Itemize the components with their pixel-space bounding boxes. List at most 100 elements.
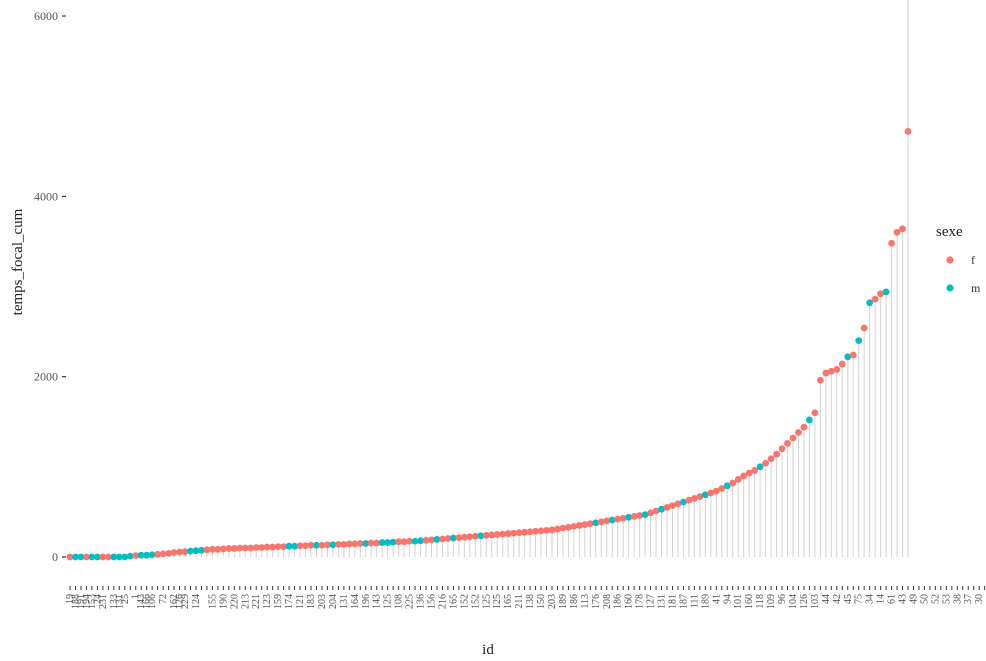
data-point [860, 324, 868, 332]
data-point [395, 538, 403, 546]
data-point [389, 538, 397, 546]
data-point [340, 540, 348, 548]
data-point [658, 505, 665, 513]
data-point [126, 552, 134, 560]
data-point [455, 534, 463, 542]
data-point [526, 528, 534, 536]
data-point [165, 549, 172, 557]
data-point [647, 509, 654, 517]
data-point [740, 472, 748, 480]
data-point [449, 534, 457, 542]
data-point [729, 479, 737, 487]
data-point [904, 128, 912, 135]
data-point [608, 516, 616, 524]
data-point [838, 360, 846, 368]
data-point [274, 543, 282, 551]
data-point [318, 541, 326, 549]
data-point [827, 367, 835, 375]
data-point [198, 546, 205, 554]
x-tick-label: 133 [109, 594, 120, 609]
legend-label-f: f [971, 253, 975, 267]
data-point [751, 467, 759, 474]
data-point [373, 539, 381, 547]
x-tick-label: 225 [405, 594, 416, 609]
x-tick-label: 187 [678, 594, 689, 609]
data-point [806, 416, 813, 424]
data-point [789, 434, 797, 442]
data-point [471, 532, 479, 540]
data-point [800, 423, 808, 431]
data-point [137, 551, 145, 559]
data-point [811, 409, 819, 417]
data-point [712, 487, 720, 495]
data-point [795, 429, 802, 436]
x-tick-label: 186 [569, 594, 580, 609]
x-tick-label: 190 [218, 594, 229, 609]
data-point [603, 517, 611, 525]
data-point [548, 526, 556, 534]
data-point [444, 535, 452, 542]
x-tick-label: 131 [339, 594, 350, 609]
data-point [745, 469, 753, 477]
x-tick-label: 155 [207, 594, 218, 609]
data-point [482, 531, 490, 539]
data-point [83, 553, 90, 561]
x-tick-label: 159 [273, 594, 284, 609]
y-tick-label: 0 [52, 550, 58, 564]
legend-key-m [946, 284, 954, 292]
data-point [77, 553, 85, 561]
data-point [422, 536, 430, 544]
data-point [252, 544, 260, 551]
data-point [148, 551, 156, 559]
data-point [822, 369, 830, 377]
data-point [866, 299, 874, 307]
x-tick-label: 178 [635, 594, 646, 609]
x-tick-label: 14 [876, 594, 887, 604]
x-tick-label: 45 [843, 594, 854, 604]
y-tick-label: 2000 [34, 370, 58, 384]
data-point [334, 540, 342, 548]
data-point [269, 543, 277, 551]
y-tick-label: 6000 [34, 9, 58, 23]
x-tick-label: 136 [416, 594, 427, 609]
data-point [439, 535, 446, 543]
x-tick-label: 1 [131, 594, 142, 599]
x-tick-label: 25 [120, 594, 131, 604]
data-point [329, 541, 337, 549]
x-tick-label: 152 [459, 594, 470, 609]
data-point [115, 553, 123, 561]
data-point [121, 553, 129, 561]
data-point [263, 543, 271, 551]
x-tick-label: 113 [580, 594, 591, 609]
x-tick-label: 125 [383, 594, 394, 609]
data-point [247, 544, 255, 552]
data-point [784, 439, 791, 447]
data-point [570, 522, 578, 530]
data-point [778, 445, 786, 453]
data-point [280, 543, 288, 551]
x-tick-label: 156 [426, 594, 437, 609]
data-point [433, 536, 441, 543]
x-tick-label: 131 [114, 594, 125, 609]
x-tick-label: 203 [317, 594, 328, 609]
data-point [855, 337, 863, 344]
x-tick-label: 213 [240, 594, 251, 609]
data-point [143, 551, 151, 559]
x-axis-title: id [482, 642, 494, 658]
data-point [734, 476, 742, 483]
data-point [302, 542, 309, 550]
data-point [882, 288, 890, 296]
data-point [417, 537, 424, 545]
data-point [466, 533, 474, 541]
x-tick-label: 186 [613, 594, 624, 609]
data-points [66, 128, 912, 561]
data-point [88, 553, 96, 561]
data-point [614, 515, 622, 523]
data-point [559, 524, 567, 532]
x-tick-label: 108 [394, 594, 405, 609]
data-point [625, 513, 633, 521]
x-tick-label: 216 [437, 594, 448, 609]
x-tick-label: 153 [87, 594, 98, 609]
x-tick-label: 109 [766, 594, 777, 609]
